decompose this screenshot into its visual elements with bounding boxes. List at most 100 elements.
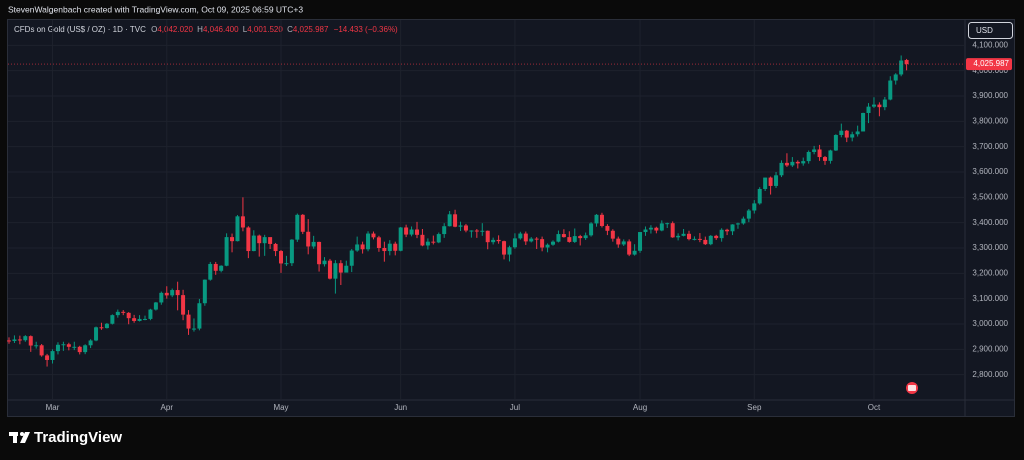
candle-body xyxy=(681,233,686,236)
candle-body xyxy=(191,328,196,330)
candle-body xyxy=(779,162,784,176)
candle-body xyxy=(170,290,175,296)
candle-body xyxy=(306,231,311,247)
candle-body xyxy=(50,351,55,360)
candle-body xyxy=(589,223,594,236)
legend: CFDs on Gold (US$ / OZ) · 1D · TVC O4,04… xyxy=(14,25,398,34)
y-tick-label: 3,400.000 xyxy=(972,218,1008,227)
candle-body xyxy=(697,238,702,240)
candle-body xyxy=(774,175,779,186)
candle-body xyxy=(844,130,849,138)
readout-key: L xyxy=(243,25,248,34)
candle-body xyxy=(425,241,430,246)
candle-body xyxy=(181,295,186,315)
candle-body xyxy=(714,235,719,239)
candle-body xyxy=(104,323,109,329)
candle-body xyxy=(148,309,153,319)
candles xyxy=(7,55,965,367)
y-tick-label: 3,500.000 xyxy=(972,192,1008,201)
candle-body xyxy=(861,112,866,132)
candle-body xyxy=(812,149,817,152)
candle-body xyxy=(398,227,403,251)
candle-body xyxy=(735,223,740,225)
candle-body xyxy=(268,237,273,244)
brand-logo xyxy=(9,432,30,443)
candle-body xyxy=(687,233,691,240)
candle-body xyxy=(208,263,213,280)
candle-body xyxy=(115,311,120,316)
candle-body xyxy=(447,214,452,227)
candle-body xyxy=(246,227,251,252)
candle-body xyxy=(382,248,387,252)
candle-body xyxy=(159,292,164,303)
candle-body xyxy=(311,241,316,247)
candle-body xyxy=(355,244,360,251)
candle-body xyxy=(61,344,66,346)
candle-body xyxy=(719,229,724,239)
candle-body xyxy=(866,106,871,113)
candle-body xyxy=(654,227,659,231)
candle-body xyxy=(230,237,235,242)
candle-body xyxy=(132,318,137,321)
logo-part xyxy=(20,432,30,443)
candle-body xyxy=(415,229,419,235)
candle-body xyxy=(344,265,349,273)
candle-body xyxy=(349,250,354,266)
candle-body xyxy=(436,234,441,243)
candle-body xyxy=(289,239,294,264)
candle-body xyxy=(594,214,599,224)
legend-symbol: CFDs on Gold (US$ / OZ) · 1D · TVC xyxy=(14,25,146,34)
candle-body xyxy=(72,346,77,348)
readout-key: H xyxy=(197,25,203,34)
candle-body xyxy=(469,230,474,232)
candle-body xyxy=(186,314,191,329)
x-tick-label: Jun xyxy=(394,403,407,412)
candle-body xyxy=(871,104,876,107)
candle-body xyxy=(507,247,512,255)
candle-body xyxy=(219,265,224,271)
candle-body xyxy=(66,344,71,347)
y-tick-label: 2,800.000 xyxy=(972,370,1008,379)
header-text: StevenWalgenbach created with TradingVie… xyxy=(8,4,303,14)
candle-body xyxy=(77,346,82,353)
candle-body xyxy=(322,260,327,265)
candle-body xyxy=(529,238,534,242)
candle-body xyxy=(17,339,22,341)
candle-body xyxy=(28,336,33,346)
candle-body xyxy=(420,234,425,246)
currency-button[interactable] xyxy=(968,22,1013,39)
y-tick-label: 4,100.000 xyxy=(972,40,1008,49)
candle-body xyxy=(404,227,409,235)
candle-body xyxy=(850,134,855,138)
candle-body xyxy=(757,188,762,204)
candle-body xyxy=(197,303,202,329)
candle-body xyxy=(670,223,675,238)
last-price-label: 4,025.987 xyxy=(973,59,1009,68)
candle-body xyxy=(708,235,713,245)
event-icon-inner xyxy=(908,385,916,391)
candle-body xyxy=(621,241,626,245)
y-tick-label: 3,900.000 xyxy=(972,91,1008,100)
candle-body xyxy=(300,214,305,232)
candle-body xyxy=(485,230,490,243)
y-tick-label: 3,600.000 xyxy=(972,167,1008,176)
candle-body xyxy=(551,241,555,245)
readout-key: C xyxy=(287,25,293,34)
candle-body xyxy=(556,234,561,242)
candle-body xyxy=(387,243,392,252)
candle-body xyxy=(790,161,795,166)
candle-body xyxy=(251,235,256,252)
candle-body xyxy=(795,161,800,164)
currency-label: USD xyxy=(976,26,993,35)
readout-key: O xyxy=(151,25,157,34)
x-tick-label: Sep xyxy=(747,403,762,412)
candle-body xyxy=(833,135,838,151)
candle-body xyxy=(240,216,245,228)
candle-body xyxy=(893,74,898,81)
x-tick-label: Oct xyxy=(868,403,881,412)
candle-body xyxy=(137,318,142,321)
candle-body xyxy=(23,336,28,341)
candle-body xyxy=(523,233,528,242)
candle-body xyxy=(648,227,653,230)
